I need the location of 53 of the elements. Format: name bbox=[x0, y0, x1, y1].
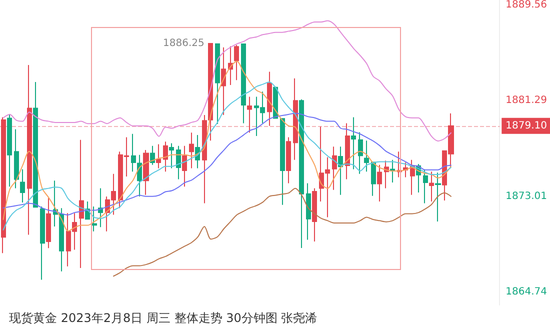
candlestick bbox=[189, 132, 194, 169]
annotation: 1886.25 bbox=[163, 38, 204, 49]
candlestick bbox=[163, 141, 168, 172]
candlestick bbox=[46, 198, 51, 249]
candlestick bbox=[332, 146, 337, 190]
candlestick bbox=[40, 206, 45, 280]
candlestick bbox=[390, 159, 395, 184]
candlestick bbox=[1, 116, 6, 254]
candlestick bbox=[247, 96, 252, 134]
candlestick bbox=[14, 128, 19, 189]
candlestick bbox=[27, 64, 32, 236]
candlestick bbox=[429, 171, 434, 202]
candlestick bbox=[267, 71, 272, 126]
candlestick bbox=[423, 169, 428, 204]
candlestick bbox=[234, 44, 239, 81]
candlestick bbox=[241, 44, 246, 124]
candlestick bbox=[306, 182, 311, 240]
candlestick bbox=[351, 116, 356, 170]
candlestick bbox=[286, 136, 291, 184]
candlestick bbox=[169, 142, 174, 169]
candlestick bbox=[364, 140, 369, 172]
candlestick bbox=[143, 149, 149, 196]
candlestick bbox=[20, 168, 25, 204]
candlestick bbox=[371, 162, 376, 196]
candlestick bbox=[176, 145, 181, 180]
candlestick bbox=[150, 145, 155, 166]
candlestick bbox=[338, 146, 343, 196]
candlestick bbox=[345, 122, 350, 180]
candlestick bbox=[98, 188, 103, 228]
candlestick bbox=[312, 188, 317, 242]
candlestick bbox=[299, 98, 304, 249]
candlestick bbox=[33, 82, 38, 208]
candlestick bbox=[79, 139, 84, 269]
line-series bbox=[2, 20, 452, 142]
text: 现货黄金 2023年2月8日 周三 整体走势 30分钟图 张尧浠 bbox=[9, 311, 318, 325]
candlestick bbox=[221, 46, 226, 116]
candlestick bbox=[293, 78, 298, 160]
y-tick-label: 1873.01 bbox=[506, 190, 548, 202]
candlestick bbox=[215, 43, 220, 124]
ref-line-label: 1879.10 bbox=[506, 120, 548, 132]
candlestick bbox=[92, 206, 97, 232]
y-tick-label: 1889.56 bbox=[506, 0, 548, 11]
candlestick bbox=[358, 132, 363, 174]
candlestick bbox=[435, 172, 441, 222]
candlestick bbox=[280, 118, 285, 206]
candlestick bbox=[7, 114, 12, 188]
y-tick-label: 1864.74 bbox=[506, 286, 548, 298]
line-series bbox=[113, 188, 452, 277]
y-tick-label: 1881.29 bbox=[506, 95, 548, 106]
candlestick bbox=[182, 145, 187, 188]
candlestick bbox=[156, 144, 161, 169]
candlestick bbox=[377, 164, 382, 202]
line-series bbox=[2, 112, 452, 216]
